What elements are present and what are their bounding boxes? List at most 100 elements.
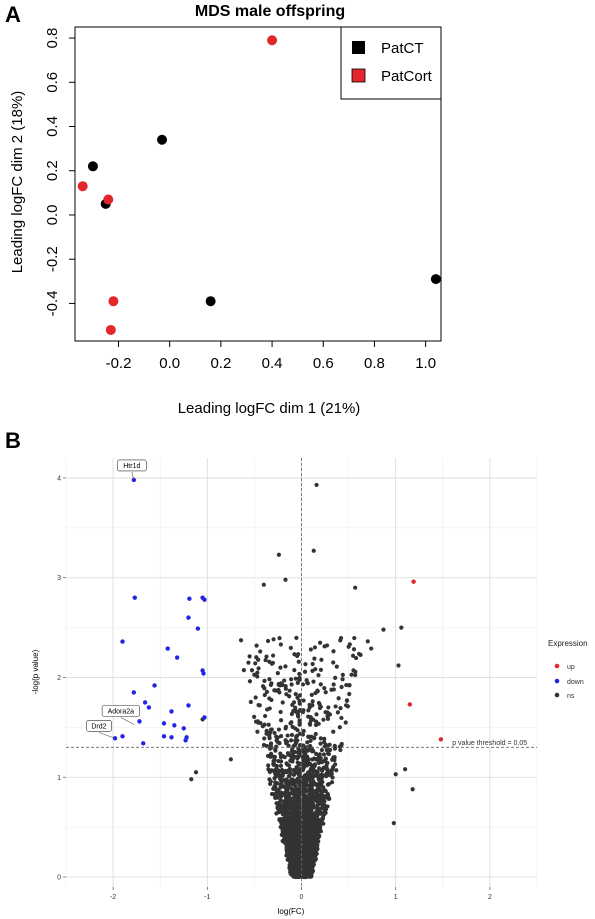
volcano-point-ns bbox=[296, 817, 301, 822]
volcano-point-ns bbox=[350, 653, 356, 658]
volcano-point-ns bbox=[282, 785, 288, 790]
volcano-point-ns bbox=[336, 696, 341, 701]
volcano-point-ns bbox=[307, 702, 312, 707]
volcano-point-ns bbox=[343, 720, 348, 725]
volcano-point-ns bbox=[282, 840, 287, 845]
volcano-gene-label: Drd2 bbox=[91, 723, 106, 730]
volcano-point-ns bbox=[274, 801, 279, 806]
volcano-point-ns bbox=[306, 714, 311, 719]
volcano-point-ns bbox=[314, 482, 319, 488]
mds-legend-label-patcort: PatCort bbox=[381, 68, 433, 85]
volcano-point-ns bbox=[278, 642, 283, 647]
volcano-point-ns bbox=[391, 821, 396, 826]
volcano-point-ns bbox=[311, 548, 316, 553]
volcano-point-ns bbox=[320, 789, 325, 794]
volcano-point-ns bbox=[272, 730, 277, 736]
volcano-point-ns bbox=[311, 781, 317, 786]
volcano-point-ns bbox=[286, 800, 292, 805]
mds-y-tick-label: -0.2 bbox=[44, 246, 61, 272]
volcano-point-down bbox=[165, 646, 170, 651]
volcano-point-ns bbox=[308, 647, 313, 652]
volcano-point-ns bbox=[311, 824, 316, 829]
volcano-gene-label: Htr1d bbox=[123, 463, 140, 470]
volcano-point-ns bbox=[274, 791, 279, 796]
volcano-point-ns bbox=[283, 577, 288, 582]
volcano-point-ns bbox=[290, 777, 295, 782]
volcano-point-ns bbox=[265, 638, 271, 644]
volcano-point-ns bbox=[304, 774, 309, 779]
volcano-point-ns bbox=[293, 676, 298, 681]
volcano-point-ns bbox=[296, 804, 301, 809]
mds-legend-box bbox=[340, 26, 442, 100]
volcano-point-ns bbox=[295, 750, 300, 755]
volcano-point-ns bbox=[278, 798, 283, 803]
mds-y-tick-label: 0.4 bbox=[44, 116, 61, 137]
volcano-y-tick-label: 1 bbox=[57, 775, 61, 782]
volcano-point-ns bbox=[293, 741, 298, 746]
volcano-point-ns bbox=[309, 769, 314, 774]
volcano-point-ns bbox=[285, 762, 290, 767]
volcano-point-ns bbox=[301, 827, 306, 832]
volcano-point-ns bbox=[257, 703, 262, 708]
volcano-point-ns bbox=[294, 849, 299, 854]
volcano-point-ns bbox=[267, 696, 272, 701]
volcano-x-axis-title: log(FC) bbox=[278, 907, 305, 916]
volcano-point-ns bbox=[319, 748, 325, 753]
mds-point-patcort bbox=[77, 181, 88, 192]
mds-x-tick-label: 1.0 bbox=[415, 355, 436, 372]
volcano-point-ns bbox=[329, 769, 334, 774]
volcano-point-ns bbox=[274, 744, 279, 749]
volcano-point-ns bbox=[247, 679, 253, 684]
volcano-point-ns bbox=[308, 777, 313, 782]
volcano-point-ns bbox=[289, 720, 294, 725]
volcano-point-ns bbox=[318, 640, 323, 645]
volcano-point-ns bbox=[349, 672, 354, 677]
volcano-point-ns bbox=[305, 761, 311, 767]
mds-x-axis-title: Leading logFC dim 1 (21%) bbox=[178, 400, 361, 417]
volcano-point-ns bbox=[352, 635, 357, 641]
volcano-point-ns bbox=[309, 844, 314, 849]
volcano-point-ns bbox=[325, 751, 331, 756]
volcano-point-ns bbox=[275, 805, 280, 810]
volcano-point-down bbox=[183, 738, 188, 743]
volcano-point-ns bbox=[331, 660, 336, 665]
volcano-point-ns bbox=[308, 772, 313, 777]
volcano-point-ns bbox=[278, 763, 284, 768]
volcano-point-ns bbox=[289, 732, 295, 738]
volcano-point-ns bbox=[338, 747, 343, 753]
volcano-point-ns bbox=[307, 789, 312, 794]
volcano-point-ns bbox=[278, 754, 283, 760]
volcano-point-ns bbox=[300, 768, 306, 773]
volcano-point-ns bbox=[324, 774, 329, 779]
volcano-point-ns bbox=[294, 786, 299, 792]
volcano-point-ns bbox=[289, 755, 294, 760]
volcano-point-ns bbox=[308, 798, 314, 803]
volcano-point-ns bbox=[301, 833, 306, 838]
volcano-point-ns bbox=[316, 721, 321, 726]
volcano-point-ns bbox=[307, 868, 312, 873]
volcano-point-ns bbox=[271, 761, 276, 767]
volcano-point-ns bbox=[285, 733, 290, 738]
volcano-legend-label-ns: ns bbox=[567, 693, 575, 700]
volcano-point-ns bbox=[286, 769, 291, 774]
volcano-point-ns bbox=[297, 675, 302, 681]
volcano-point-ns bbox=[327, 712, 333, 717]
volcano-point-up bbox=[438, 737, 444, 742]
volcano-point-ns bbox=[293, 726, 298, 731]
volcano-point-ns bbox=[310, 794, 316, 799]
volcano-point-ns bbox=[310, 837, 315, 842]
volcano-point-ns bbox=[316, 753, 322, 758]
volcano-point-ns bbox=[290, 782, 295, 787]
volcano-point-ns bbox=[345, 704, 351, 709]
volcano-point-ns bbox=[291, 708, 296, 714]
volcano-point-ns bbox=[309, 806, 314, 811]
volcano-point-ns bbox=[307, 829, 312, 834]
volcano-point-ns bbox=[325, 782, 331, 787]
volcano-point-ns bbox=[297, 698, 302, 704]
volcano-point-ns bbox=[306, 734, 311, 739]
volcano-point-ns bbox=[315, 790, 320, 795]
volcano-point-down bbox=[161, 721, 167, 726]
volcano-point-ns bbox=[321, 752, 327, 757]
volcano-point-ns bbox=[289, 826, 295, 832]
